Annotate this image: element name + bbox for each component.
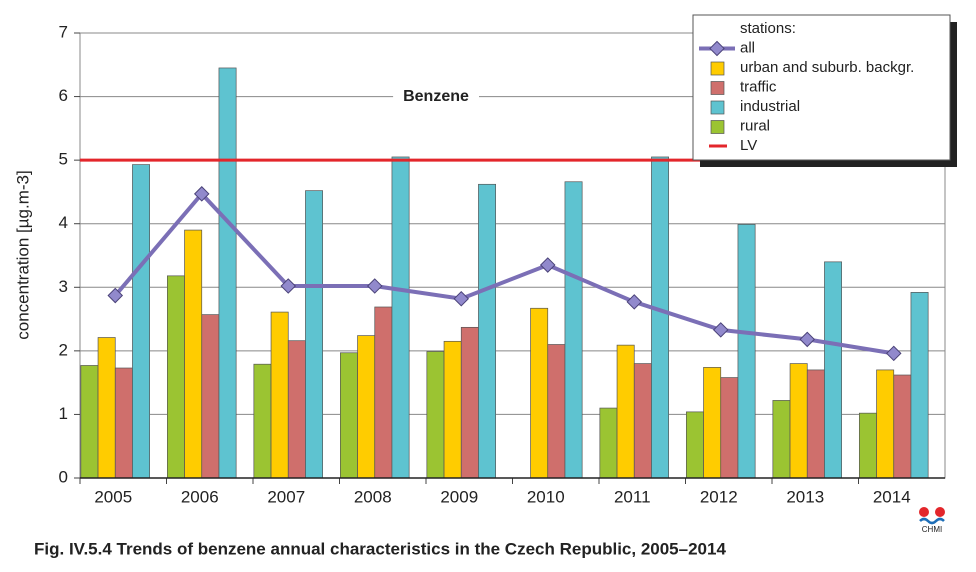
y-tick-label: 4 [59, 213, 68, 232]
y-tick-label: 5 [59, 150, 68, 169]
bar [287, 340, 306, 479]
y-tick-label: 2 [59, 340, 68, 359]
y-tick-label: 0 [59, 467, 68, 486]
logo: CHMI [919, 507, 945, 534]
bar [737, 224, 756, 479]
line-marker [712, 322, 729, 338]
logo-text: CHMI [922, 525, 942, 534]
x-tick-label: 2014 [873, 487, 911, 506]
bar [340, 352, 358, 479]
bar [772, 400, 791, 479]
legend-marker [709, 40, 725, 57]
legend: stations: all urban and suburb. backgr. tra… [692, 14, 957, 167]
line [113, 190, 895, 356]
bar [478, 183, 497, 479]
legend-label: urban and suburb. backgr. [740, 59, 914, 76]
bar [530, 307, 549, 479]
annotation-background [393, 85, 479, 107]
x-tick-label: 2013 [786, 487, 824, 506]
bar [824, 261, 843, 479]
legend-label: rural [740, 117, 770, 134]
bar [270, 311, 289, 479]
line-marker [280, 278, 297, 294]
bar [218, 67, 237, 479]
x-tick-label: 2005 [94, 487, 132, 506]
bar [460, 326, 479, 479]
legend-swatch [710, 81, 725, 95]
x-tick-label: 2012 [700, 487, 738, 506]
caption: Fig. IV.5.4 Trends of benzene annual cha… [34, 539, 726, 558]
bar [789, 363, 808, 479]
legend-label: all [740, 39, 755, 56]
legend-label: traffic [740, 78, 777, 95]
bar [426, 351, 445, 479]
bar [305, 190, 324, 479]
bar [97, 337, 116, 479]
y-tick-label: 7 [59, 22, 68, 41]
bar [703, 367, 722, 479]
logo-dot [935, 507, 945, 517]
bar [806, 369, 825, 479]
bar [910, 292, 929, 479]
line-marker [453, 290, 470, 307]
line-marker [799, 331, 816, 348]
y-tick-label: 3 [59, 277, 68, 296]
bar [720, 377, 739, 479]
bar [893, 374, 912, 479]
x-tick-label: 2010 [527, 487, 565, 506]
bar [391, 156, 410, 479]
bar [876, 369, 895, 479]
legend-title: stations: [740, 20, 796, 37]
line-marker [107, 287, 124, 304]
bar [685, 411, 704, 479]
legend-label: industrial [740, 98, 800, 115]
bar [201, 314, 220, 479]
line-marker [366, 278, 383, 294]
bar [564, 181, 583, 479]
bar [858, 412, 877, 479]
bar [547, 344, 566, 479]
bar [616, 344, 635, 479]
legend-swatch [710, 120, 725, 134]
bar [651, 156, 670, 479]
y-axis-label: concentration [µg.m-3] [13, 170, 32, 340]
x-tick-label: 2007 [267, 487, 305, 506]
bar [80, 365, 99, 479]
legend-box [692, 14, 951, 161]
bar [132, 164, 150, 479]
x-tick-label: 2008 [354, 487, 392, 506]
legend-label: LV [740, 137, 757, 154]
x-tick-label: 2009 [440, 487, 478, 506]
bar [184, 229, 203, 479]
bar [599, 407, 618, 479]
bar [253, 363, 272, 479]
bar [167, 275, 185, 479]
logo-wave [919, 517, 945, 525]
y-tick-label: 1 [59, 404, 68, 423]
legend-swatch [710, 100, 725, 115]
legend-swatch [710, 61, 725, 76]
logo-dot [919, 507, 929, 517]
x-tick-label: 2006 [181, 487, 219, 506]
line-marker [885, 345, 902, 362]
bar [633, 363, 652, 479]
bar [374, 306, 393, 479]
annotation: Benzene [403, 88, 469, 105]
line-marker [626, 294, 643, 310]
y-tick-label: 6 [59, 86, 68, 105]
line-marker [539, 257, 556, 273]
line-marker [193, 186, 210, 202]
bar [114, 367, 133, 479]
bar [443, 340, 462, 479]
x-tick-label: 2011 [614, 487, 651, 506]
bar [357, 335, 376, 479]
